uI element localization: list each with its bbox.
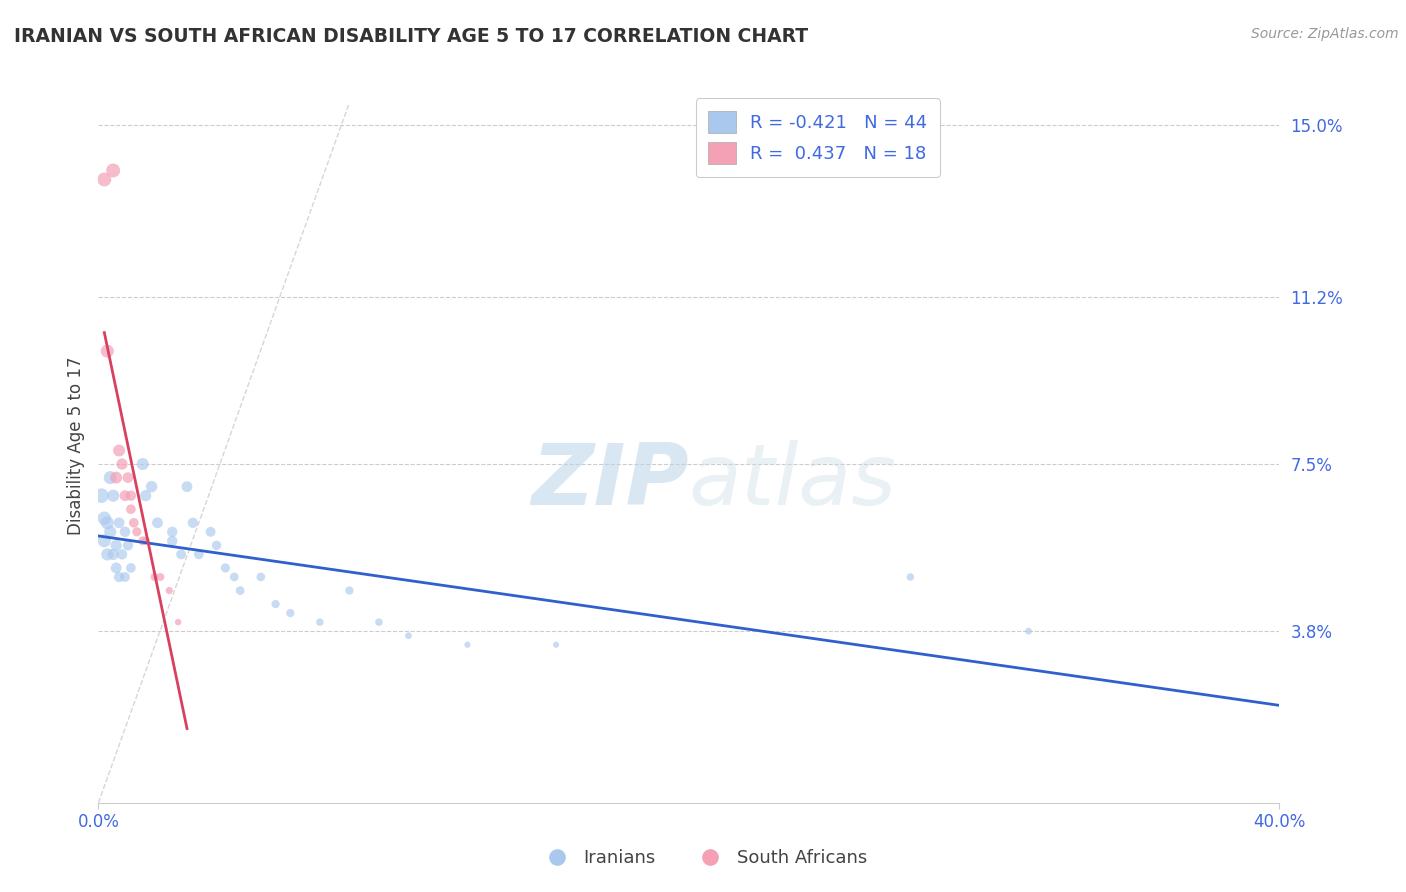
Point	[120, 489, 142, 503]
Text: atlas: atlas	[689, 440, 897, 524]
Point	[229, 583, 252, 598]
Point	[141, 480, 163, 494]
Point	[96, 344, 118, 359]
Point	[90, 489, 112, 503]
Point	[111, 457, 134, 471]
Point	[114, 524, 136, 539]
Text: ZIP: ZIP	[531, 440, 689, 524]
Legend: R = -0.421   N = 44, R =  0.437   N = 18: R = -0.421 N = 44, R = 0.437 N = 18	[696, 98, 939, 177]
Point	[98, 524, 121, 539]
Point	[120, 502, 142, 516]
Point	[396, 629, 419, 643]
Point	[122, 516, 145, 530]
Point	[105, 561, 128, 575]
Point	[117, 538, 139, 552]
Point	[132, 457, 155, 471]
Point	[157, 583, 180, 598]
Point	[146, 516, 169, 530]
Point	[93, 511, 115, 525]
Point	[181, 516, 204, 530]
Point	[96, 516, 118, 530]
Point	[176, 480, 198, 494]
Point	[114, 570, 136, 584]
Point	[309, 615, 332, 629]
Point	[214, 561, 236, 575]
Point	[108, 516, 131, 530]
Point	[149, 570, 172, 584]
Point	[1017, 624, 1039, 639]
Point	[120, 561, 142, 575]
Point	[264, 597, 287, 611]
Point	[108, 443, 131, 458]
Text: IRANIAN VS SOUTH AFRICAN DISABILITY AGE 5 TO 17 CORRELATION CHART: IRANIAN VS SOUTH AFRICAN DISABILITY AGE …	[14, 27, 808, 45]
Point	[105, 470, 128, 484]
Point	[111, 548, 134, 562]
Point	[105, 538, 128, 552]
Point	[135, 489, 157, 503]
Point	[93, 172, 115, 186]
Point	[167, 615, 190, 629]
Point	[117, 470, 139, 484]
Point	[544, 638, 567, 652]
Point	[162, 524, 183, 539]
Point	[114, 489, 136, 503]
Point	[170, 548, 193, 562]
Point	[900, 570, 922, 584]
Point	[143, 570, 166, 584]
Point	[368, 615, 391, 629]
Point	[103, 489, 125, 503]
Point	[224, 570, 246, 584]
Point	[200, 524, 222, 539]
Point	[103, 548, 125, 562]
Point	[96, 548, 118, 562]
Point	[456, 638, 478, 652]
Point	[103, 163, 125, 178]
Point	[162, 533, 183, 548]
Point	[337, 583, 360, 598]
Point	[132, 533, 155, 548]
Point	[205, 538, 228, 552]
Point	[93, 533, 115, 548]
Point	[125, 524, 148, 539]
Point	[278, 606, 302, 620]
Y-axis label: Disability Age 5 to 17: Disability Age 5 to 17	[66, 357, 84, 535]
Point	[135, 533, 157, 548]
Text: Source: ZipAtlas.com: Source: ZipAtlas.com	[1251, 27, 1399, 41]
Legend: Iranians, South Africans: Iranians, South Africans	[531, 842, 875, 874]
Point	[108, 570, 131, 584]
Point	[250, 570, 273, 584]
Point	[98, 470, 121, 484]
Point	[187, 548, 209, 562]
